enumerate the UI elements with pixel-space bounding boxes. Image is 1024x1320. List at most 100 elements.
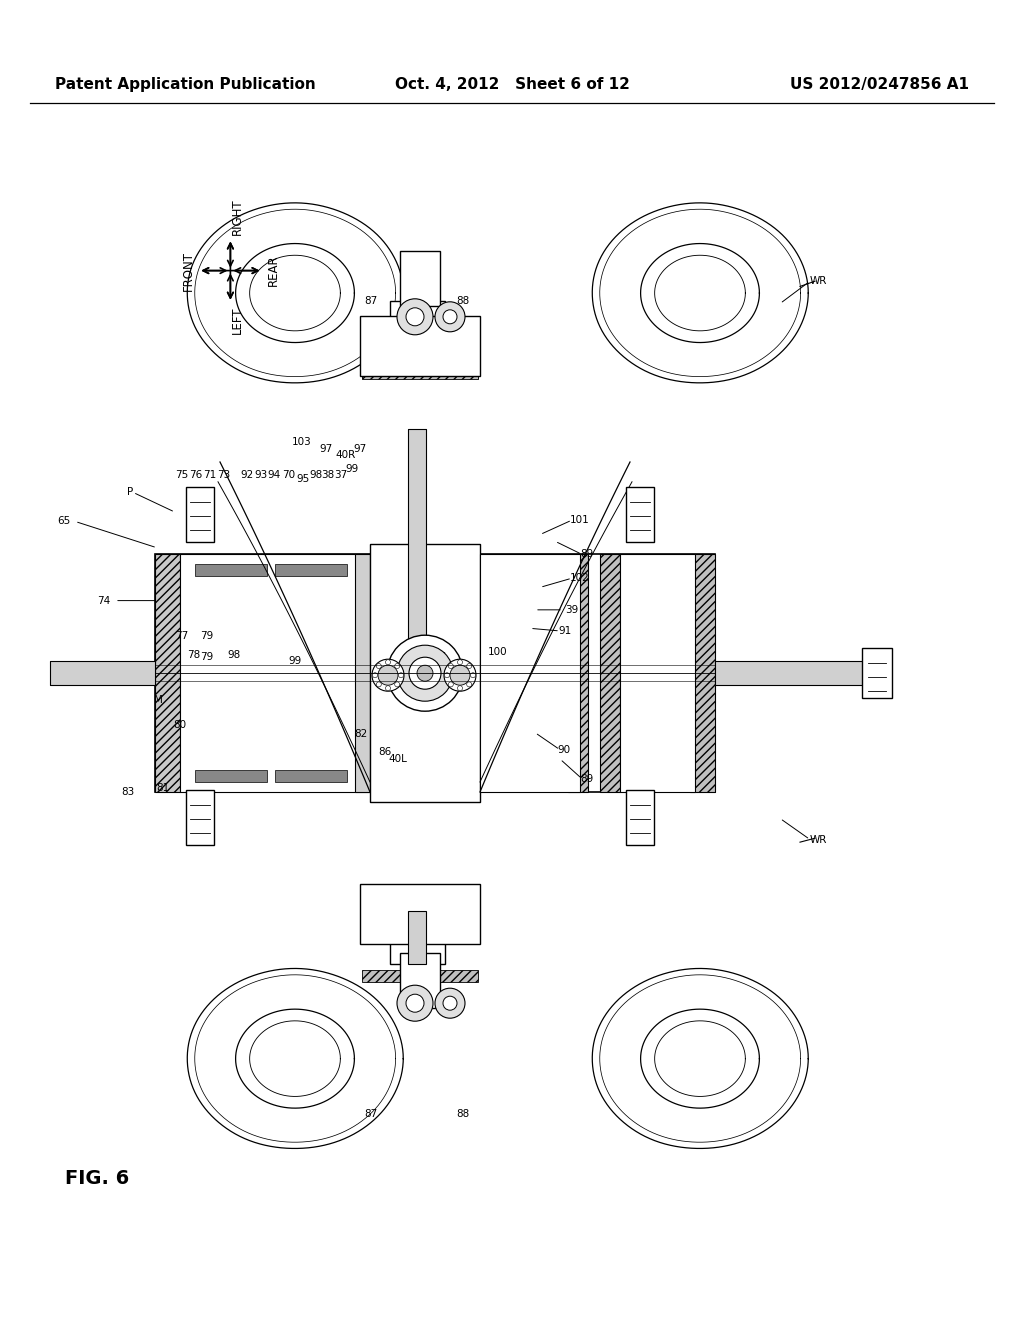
Bar	[360, 317, 480, 376]
Bar	[466, 886, 478, 942]
Text: FRONT: FRONT	[181, 251, 195, 290]
Bar	[50, 661, 155, 685]
Bar	[275, 565, 347, 577]
Circle shape	[435, 989, 465, 1018]
Circle shape	[397, 298, 433, 335]
Bar	[600, 554, 620, 792]
Circle shape	[458, 685, 463, 690]
Text: 90: 90	[557, 744, 570, 755]
Text: 85: 85	[407, 665, 420, 676]
Circle shape	[385, 660, 390, 665]
Text: 87: 87	[365, 1109, 378, 1119]
Bar	[408, 429, 426, 667]
Text: 88: 88	[457, 1109, 470, 1119]
Text: 98: 98	[227, 649, 241, 660]
Text: M: M	[155, 694, 163, 705]
Bar	[690, 554, 715, 792]
Circle shape	[378, 665, 398, 685]
Circle shape	[467, 664, 472, 668]
Circle shape	[449, 682, 454, 686]
Circle shape	[406, 308, 424, 326]
Bar	[370, 544, 480, 560]
Bar	[626, 487, 654, 541]
Bar	[430, 256, 440, 308]
Bar	[400, 953, 440, 1008]
Circle shape	[376, 664, 381, 668]
Text: 95: 95	[296, 474, 309, 484]
Bar	[480, 554, 580, 792]
Circle shape	[398, 673, 403, 677]
Text: 79: 79	[201, 652, 214, 663]
Bar	[370, 544, 385, 803]
Bar	[275, 574, 347, 772]
Circle shape	[397, 645, 453, 701]
Text: 78: 78	[187, 649, 201, 660]
Bar	[195, 574, 267, 772]
Text: 40L: 40L	[388, 754, 408, 764]
Text: P: P	[127, 487, 133, 498]
Bar	[155, 554, 715, 792]
Text: 89: 89	[580, 774, 593, 784]
Bar	[275, 770, 347, 781]
Bar	[715, 661, 865, 685]
Circle shape	[373, 673, 378, 677]
Bar	[490, 565, 560, 781]
Text: 71: 71	[204, 470, 217, 480]
Circle shape	[394, 664, 399, 668]
Bar	[715, 661, 865, 685]
Text: 92: 92	[241, 470, 254, 480]
Bar	[466, 321, 478, 378]
Text: REAR: REAR	[266, 255, 280, 286]
Bar	[862, 648, 892, 698]
Bar	[430, 912, 440, 962]
Text: 79: 79	[201, 631, 214, 642]
Text: 99: 99	[289, 656, 302, 667]
Text: 37: 37	[335, 470, 347, 480]
Text: 91: 91	[558, 626, 571, 636]
Text: 73: 73	[217, 470, 230, 480]
Circle shape	[394, 682, 399, 686]
Circle shape	[435, 302, 465, 331]
Text: WR: WR	[810, 276, 827, 286]
Bar	[370, 544, 480, 803]
Bar	[390, 301, 445, 356]
Circle shape	[443, 310, 457, 323]
Text: Oct. 4, 2012   Sheet 6 of 12: Oct. 4, 2012 Sheet 6 of 12	[394, 77, 630, 92]
Bar	[408, 429, 426, 667]
Text: 88: 88	[457, 296, 470, 306]
Bar	[155, 554, 180, 792]
Circle shape	[443, 997, 457, 1010]
Circle shape	[467, 682, 472, 686]
Text: 38: 38	[322, 470, 335, 480]
Bar	[370, 787, 480, 803]
Bar	[394, 309, 404, 359]
Bar	[355, 554, 370, 792]
Text: US 2012/0247856 A1: US 2012/0247856 A1	[790, 77, 969, 92]
Text: 93: 93	[254, 470, 267, 480]
Bar	[620, 554, 695, 792]
Text: 103: 103	[292, 437, 312, 447]
Bar	[50, 661, 155, 685]
Text: 101: 101	[570, 515, 590, 525]
Text: 80: 80	[173, 719, 186, 730]
Bar	[362, 321, 374, 378]
Text: RIGHT: RIGHT	[230, 198, 244, 235]
Bar	[195, 770, 267, 781]
Text: 75: 75	[175, 470, 188, 480]
Bar	[360, 884, 480, 944]
Text: LEFT: LEFT	[230, 306, 244, 334]
Text: 81: 81	[157, 783, 170, 793]
Circle shape	[417, 665, 433, 681]
Text: 82: 82	[354, 729, 368, 739]
Bar	[362, 367, 478, 379]
Text: 76: 76	[189, 470, 203, 480]
Text: Patent Application Publication: Patent Application Publication	[55, 77, 315, 92]
Text: 86: 86	[379, 747, 391, 758]
Circle shape	[470, 673, 475, 677]
Text: 40R: 40R	[336, 450, 356, 461]
Bar	[430, 956, 440, 1007]
Text: 97: 97	[353, 444, 367, 454]
Bar	[401, 256, 411, 308]
Text: 99: 99	[345, 463, 358, 474]
Bar	[394, 912, 404, 962]
